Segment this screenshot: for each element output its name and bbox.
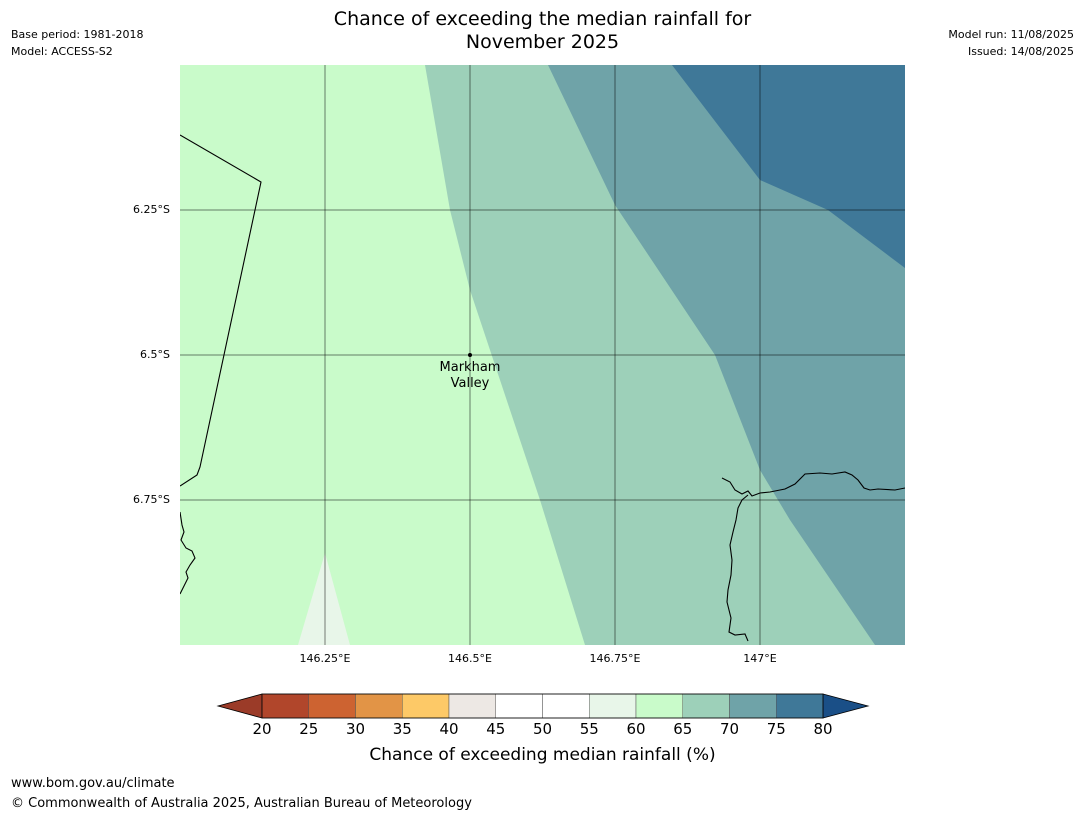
colorbar-tick-label: 25	[299, 720, 319, 738]
colorbar-tick-label: 80	[813, 720, 833, 738]
meta-right: Model run: 11/08/2025 Issued: 14/08/2025	[948, 26, 1074, 60]
footer: www.bom.gov.au/climate © Commonwealth of…	[11, 774, 472, 814]
colorbar-tick-label: 55	[579, 720, 599, 738]
colorbar-tick-label: 70	[719, 720, 740, 738]
longitude-label-146-5e: 146.5°E	[448, 652, 492, 665]
latitude-label-6-5s: 6.5°S	[140, 348, 170, 361]
colorbar-over-arrow	[822, 693, 870, 719]
colorbar-segment	[589, 693, 637, 719]
colorbar-tick-label: 45	[486, 720, 506, 738]
footer-url: www.bom.gov.au/climate	[11, 776, 175, 791]
colorbar-title: Chance of exceeding median rainfall (%)	[369, 745, 716, 765]
colorbar	[216, 693, 870, 719]
colorbar-segment	[729, 693, 777, 719]
colorbar-segment	[448, 693, 496, 719]
coastline-east	[726, 494, 749, 642]
colorbar-tick-label: 60	[626, 720, 646, 738]
colorbar-segment	[542, 693, 590, 719]
colorbar-tick-label: 65	[673, 720, 693, 738]
issued-text: Issued: 14/08/2025	[967, 45, 1074, 58]
colorbar-tick-label: 40	[439, 720, 459, 738]
model-run-text: Model run: 11/08/2025	[948, 28, 1074, 41]
map-title-line1: Chance of exceeding the median rainfall …	[333, 8, 752, 30]
colorbar-tick-label: 35	[392, 720, 412, 738]
colorbar-tick-label: 75	[766, 720, 786, 738]
colorbar-segment	[308, 693, 356, 719]
coastlines	[180, 134, 905, 642]
colorbar-segment	[261, 693, 309, 719]
place-label-markham-valley: Markham Valley	[420, 360, 520, 392]
colorbar-segment	[495, 693, 543, 719]
colorbar-tick-label: 30	[345, 720, 366, 738]
location-dot-icon	[468, 353, 472, 357]
map-title-line2: November 2025	[465, 31, 620, 53]
coastline-gulf	[721, 471, 905, 497]
place-label-line2: Valley	[450, 376, 490, 391]
gridlines	[180, 65, 905, 645]
footer-copyright: © Commonwealth of Australia 2025, Austra…	[11, 796, 472, 811]
place-label-line1: Markham	[439, 360, 501, 375]
latitude-label-6-25s: 6.25°S	[133, 203, 170, 216]
colorbar-segment	[635, 693, 683, 719]
colorbar-tick-label: 20	[252, 720, 272, 738]
band-75-80	[672, 65, 905, 268]
colorbar-segment	[402, 693, 450, 719]
map-title: Chance of exceeding the median rainfall …	[0, 8, 1085, 54]
colorbar-under-arrow	[216, 693, 263, 719]
longitude-label-146-25e: 146.25°E	[299, 652, 351, 665]
longitude-label-146-75e: 146.75°E	[589, 652, 641, 665]
meta-left: Base period: 1981-2018 Model: ACCESS-S2	[11, 26, 143, 60]
coastline-southwest	[180, 511, 196, 595]
colorbar-segment	[776, 693, 824, 719]
coastline-west	[180, 134, 262, 487]
longitude-label-147e: 147°E	[743, 652, 777, 665]
colorbar-segment	[682, 693, 730, 719]
latitude-label-6-75s: 6.75°S	[133, 493, 170, 506]
model-text: Model: ACCESS-S2	[11, 45, 113, 58]
colorbar-segment	[355, 693, 403, 719]
colorbar-tick-label: 50	[532, 720, 553, 738]
colorbar-frame	[261, 693, 824, 719]
base-period-text: Base period: 1981-2018	[11, 28, 144, 41]
band-55-60	[298, 553, 350, 645]
